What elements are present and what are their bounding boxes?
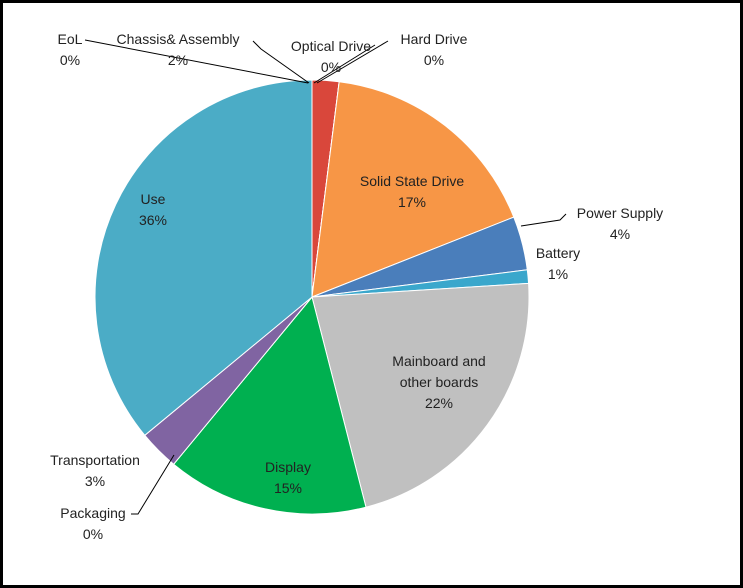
pie-slice — [311, 81, 515, 298]
slice-value: 1% — [547, 266, 569, 282]
slice-name: Battery — [535, 245, 581, 261]
slice-label: Power Supply 4% — [560, 203, 680, 245]
slice-label: Solid State Drive 17% — [342, 171, 482, 213]
slice-name: Use — [140, 191, 166, 207]
pie-slice — [94, 79, 313, 437]
slice-value: 22% — [424, 395, 454, 411]
slice-label: Display 15% — [238, 457, 338, 499]
pie-slice — [311, 282, 530, 508]
slice-value: 3% — [84, 473, 106, 489]
slice-value: 36% — [138, 212, 168, 228]
slice-name: Mainboard and other boards — [392, 353, 486, 390]
leader-line — [252, 40, 310, 84]
slice-value: 0% — [82, 526, 104, 542]
slice-label: Use 36% — [113, 189, 193, 231]
slice-value: 0% — [320, 59, 342, 75]
slice-label: Battery 1% — [518, 243, 598, 285]
slice-label: Hard Drive 0% — [384, 29, 484, 71]
slice-value: 0% — [423, 52, 445, 68]
slice-label: EoL 0% — [40, 29, 100, 71]
slice-name: Solid State Drive — [359, 173, 465, 189]
slice-label: Packaging 0% — [43, 503, 143, 545]
slice-name: Optical Drive — [290, 38, 372, 54]
slice-value: 17% — [397, 194, 427, 210]
pie-slice — [172, 295, 367, 515]
slice-name: Transportation — [50, 452, 140, 468]
leader-line — [520, 213, 567, 227]
leader-line — [316, 40, 389, 84]
slice-label: Chassis& Assembly 2% — [93, 29, 263, 71]
slice-label: Optical Drive 0% — [276, 36, 386, 78]
leader-line — [131, 454, 175, 515]
slice-name: EoL — [57, 31, 83, 47]
slice-name: Packaging — [60, 505, 126, 521]
slice-label: Mainboard and other boards 22% — [379, 351, 499, 414]
slice-value: 0% — [59, 52, 81, 68]
slice-label: Transportation 3% — [25, 450, 165, 492]
slice-value: 2% — [167, 52, 189, 68]
slice-name: Power Supply — [576, 205, 664, 221]
slice-name: Chassis& Assembly — [116, 31, 240, 47]
leader-line — [313, 44, 376, 84]
pie-area — [84, 39, 567, 515]
leader-line — [84, 39, 309, 84]
slice-name: Display — [265, 459, 311, 475]
slice-value: 15% — [273, 480, 303, 496]
slice-value: 4% — [609, 226, 631, 242]
slice-name: Hard Drive — [400, 31, 468, 47]
